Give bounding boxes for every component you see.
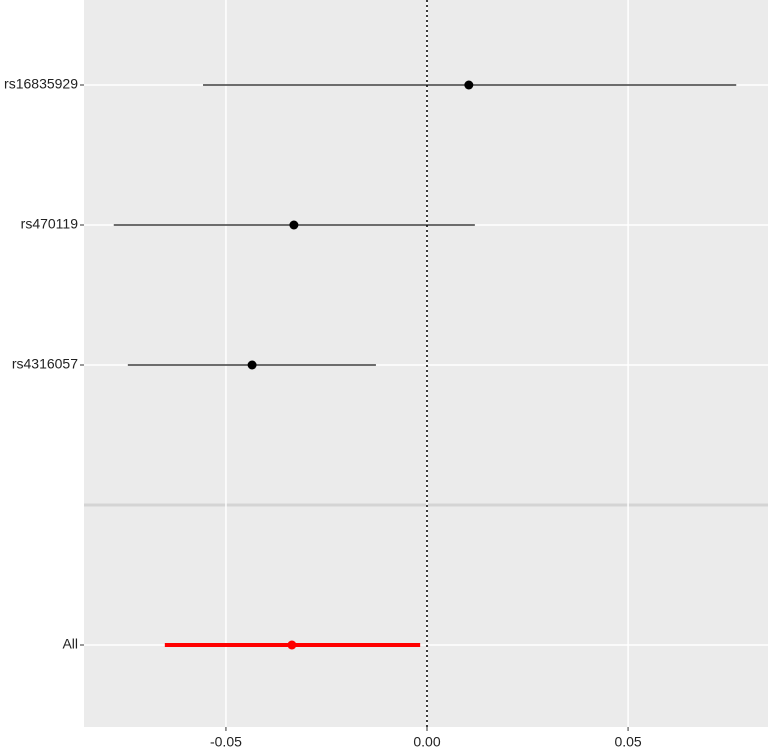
y-tick-label: rs4316057: [12, 356, 78, 372]
panel: [84, 0, 768, 727]
y-tick-label: All: [62, 636, 78, 652]
point-estimate: [247, 360, 257, 370]
point-estimate: [289, 220, 299, 230]
point-estimate: [464, 80, 474, 90]
x-tick-label: 0.00: [413, 734, 440, 750]
point-estimate: [287, 640, 297, 650]
y-tick-label: rs16835929: [4, 76, 78, 92]
y-tick-label: rs470119: [21, 216, 79, 232]
x-tick-label: 0.05: [614, 734, 641, 750]
x-tick-label: -0.05: [210, 734, 242, 750]
